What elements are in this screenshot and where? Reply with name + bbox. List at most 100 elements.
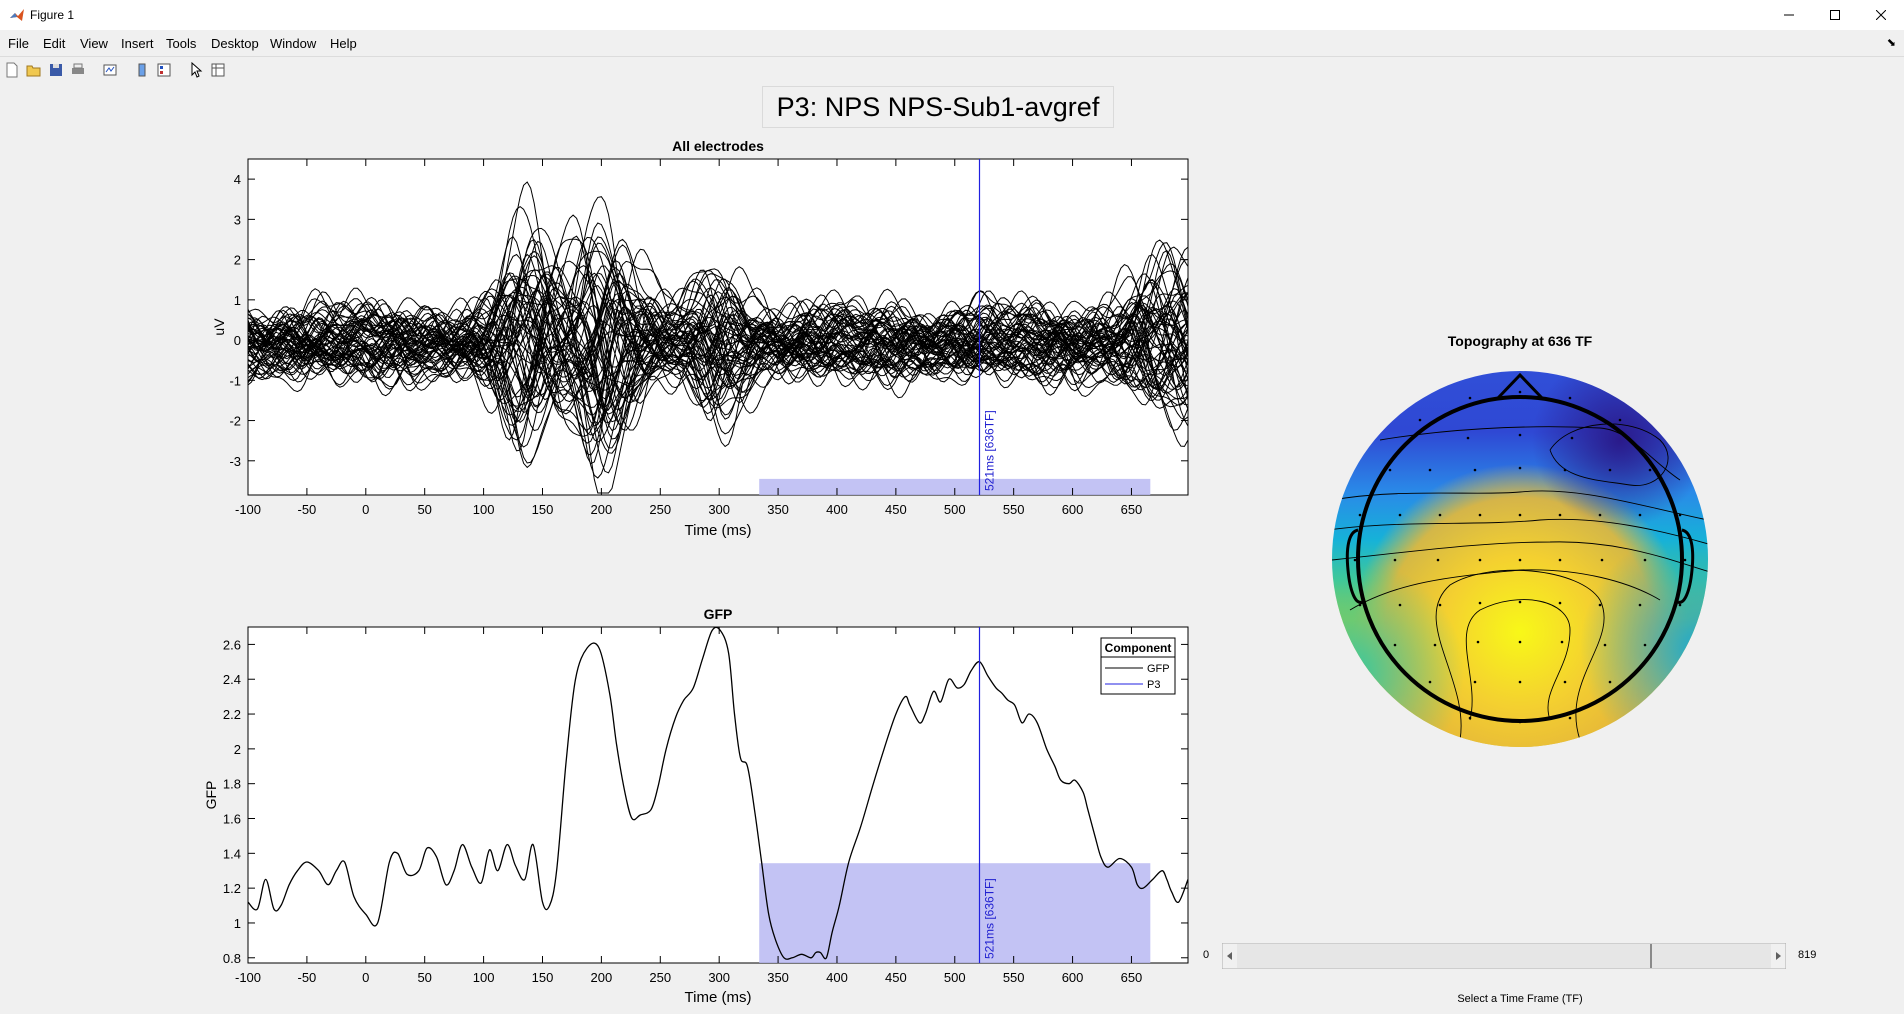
x-tick-label: 650 bbox=[1121, 970, 1143, 985]
x-tick-label: -50 bbox=[297, 970, 316, 985]
link-plot-icon[interactable] bbox=[101, 61, 119, 79]
y-tick-label: -3 bbox=[229, 454, 241, 469]
x-tick-label: 500 bbox=[944, 502, 966, 517]
electrode-trace bbox=[247, 286, 1189, 444]
x-tick-label: -100 bbox=[235, 502, 261, 517]
y-tick-label: 1 bbox=[234, 293, 241, 308]
chart1-x-ticks: -100 -50 0 50 100 150 200 250 300 350 400 450 500 550… bbox=[235, 159, 1142, 517]
y-tick-label: 1.6 bbox=[223, 812, 241, 827]
figure-toolbar bbox=[0, 56, 1904, 83]
menu-desktop[interactable]: Desktop bbox=[211, 36, 259, 51]
y-tick-label: 2.4 bbox=[223, 672, 241, 687]
y-tick-label: 2 bbox=[234, 742, 241, 757]
electrode-trace bbox=[247, 272, 1189, 367]
electrode-trace bbox=[247, 296, 1189, 440]
y-tick-label: 4 bbox=[234, 172, 241, 187]
new-figure-icon[interactable] bbox=[3, 61, 21, 79]
electrode-trace bbox=[247, 299, 1189, 404]
time-frame-slider[interactable] bbox=[1221, 942, 1787, 970]
chart2-cursor-label: 521ms [636TF] bbox=[983, 878, 997, 959]
menu-view[interactable]: View bbox=[80, 36, 108, 51]
x-tick-label: 50 bbox=[417, 502, 431, 517]
x-tick-label: 500 bbox=[944, 970, 966, 985]
insert-colorbar-icon[interactable] bbox=[133, 61, 151, 79]
menu-edit[interactable]: Edit bbox=[43, 36, 66, 51]
chart1-y-ticks: -3 -2 -1 0 1 2 3 4 bbox=[229, 172, 1188, 469]
open-icon[interactable] bbox=[25, 61, 43, 79]
menu-bar: File Edit View Insert Tools Desktop Wind… bbox=[0, 34, 1904, 54]
minimize-icon bbox=[1784, 14, 1794, 16]
x-tick-label: 250 bbox=[649, 502, 671, 517]
x-tick-label: 250 bbox=[649, 970, 671, 985]
figure-title-box: P3: NPS NPS-Sub1-avgref bbox=[762, 86, 1114, 128]
slider-left-arrow[interactable] bbox=[1223, 944, 1237, 968]
chart2-highlight-window bbox=[759, 863, 1151, 963]
electrode-trace bbox=[247, 263, 1189, 387]
y-tick-label: 1.8 bbox=[223, 777, 241, 792]
topography-surface bbox=[1332, 371, 1708, 747]
electrode-trace bbox=[247, 246, 1189, 399]
chart2-legend[interactable]: Component GFP P3 bbox=[1100, 637, 1176, 695]
electrode-trace bbox=[247, 272, 1189, 389]
pointer-icon[interactable] bbox=[187, 61, 205, 79]
electrode-trace bbox=[247, 324, 1189, 400]
chart2-xlabel: Time (ms) bbox=[685, 989, 752, 1006]
chart1-cursor-label: 521ms [636TF] bbox=[983, 410, 997, 491]
menu-window[interactable]: Window bbox=[270, 36, 317, 51]
x-tick-label: 200 bbox=[591, 970, 613, 985]
property-inspector-icon[interactable] bbox=[209, 61, 227, 79]
x-tick-label: 450 bbox=[885, 970, 907, 985]
x-tick-label: 550 bbox=[1003, 502, 1025, 517]
x-tick-label: 150 bbox=[532, 970, 554, 985]
y-tick-label: 0 bbox=[234, 333, 241, 348]
insert-legend-icon[interactable] bbox=[155, 61, 173, 79]
x-tick-label: 150 bbox=[532, 502, 554, 517]
head-outline bbox=[1345, 372, 1695, 723]
y-tick-label: 0.8 bbox=[223, 951, 241, 966]
chart2-ylabel: GFP bbox=[203, 781, 219, 810]
electrode-trace bbox=[247, 267, 1189, 396]
x-tick-label: 650 bbox=[1121, 502, 1143, 517]
undock-icon[interactable]: ⬊ bbox=[1886, 37, 1896, 49]
chart2-y-ticks: 0.8 1 1.2 1.4 1.6 1.8 2 2.2 2.4 2.6 bbox=[223, 637, 1188, 966]
slider-caption: Select a Time Frame (TF) bbox=[1457, 993, 1583, 1005]
x-tick-label: 350 bbox=[767, 970, 789, 985]
maximize-button[interactable] bbox=[1812, 0, 1858, 30]
x-tick-label: 600 bbox=[1062, 970, 1084, 985]
electrode-trace bbox=[247, 205, 1189, 437]
x-tick-label: 400 bbox=[826, 502, 848, 517]
slider-thumb[interactable] bbox=[1650, 944, 1652, 968]
x-tick-label: 300 bbox=[708, 970, 730, 985]
maximize-icon bbox=[1830, 10, 1840, 20]
save-icon[interactable] bbox=[47, 61, 65, 79]
x-tick-label: 350 bbox=[767, 502, 789, 517]
minimize-button[interactable] bbox=[1766, 0, 1812, 30]
menu-file[interactable]: File bbox=[8, 36, 29, 51]
y-tick-label: 1 bbox=[234, 916, 241, 931]
chart2-title: GFP bbox=[704, 606, 733, 622]
electrode-trace bbox=[247, 274, 1189, 409]
topography-title: Topography at 636 TF bbox=[1448, 333, 1593, 349]
menu-insert[interactable]: Insert bbox=[121, 36, 154, 51]
slider-track[interactable] bbox=[1237, 944, 1771, 968]
slider-right-arrow[interactable] bbox=[1771, 944, 1785, 968]
x-tick-label: 400 bbox=[826, 970, 848, 985]
electrode-trace bbox=[247, 238, 1189, 412]
menu-help[interactable]: Help bbox=[330, 36, 357, 51]
chart1-xlabel: Time (ms) bbox=[685, 522, 752, 539]
print-icon[interactable] bbox=[69, 61, 87, 79]
menu-tools[interactable]: Tools bbox=[166, 36, 197, 51]
close-icon bbox=[1876, 10, 1886, 20]
electrode-trace bbox=[247, 278, 1189, 454]
legend-title: Component bbox=[1105, 641, 1172, 655]
x-tick-label: 300 bbox=[708, 502, 730, 517]
topography-map: Topography at 636 TF bbox=[1332, 333, 1708, 747]
legend-gfp-label: GFP bbox=[1147, 663, 1170, 675]
gfp-series-line bbox=[247, 626, 1189, 960]
electrode-trace bbox=[247, 227, 1189, 474]
electrode-trace bbox=[247, 275, 1189, 379]
x-tick-label: -100 bbox=[235, 970, 261, 985]
y-tick-label: 1.2 bbox=[223, 881, 241, 896]
y-tick-label: 3 bbox=[234, 212, 241, 227]
close-button[interactable] bbox=[1858, 0, 1904, 30]
